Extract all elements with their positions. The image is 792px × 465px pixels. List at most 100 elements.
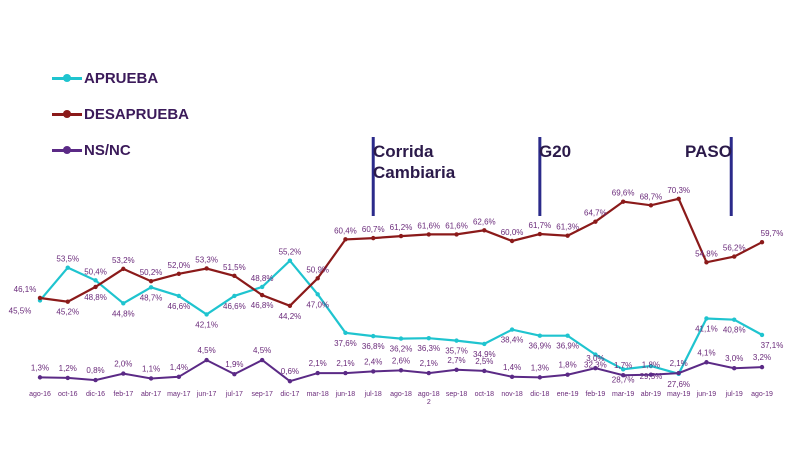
legend-label-nsnc: NS/NC [84,141,131,159]
data-label: 61,2% [390,223,413,232]
event-label: G20 [539,142,571,161]
data-point [509,238,515,244]
data-label: 50,9% [306,265,329,274]
data-point [204,312,209,317]
x-tick-label: dic-18 [530,391,549,398]
data-point [398,336,404,341]
data-point [343,237,348,242]
x-tick-label: mar-19 [612,391,634,398]
data-label: 54,8% [695,249,718,258]
data-point [343,370,348,376]
data-point [704,260,709,265]
data-label: 61,6% [445,221,468,230]
x-tick-label: oct-16 [58,391,78,398]
data-label: 61,3% [556,223,579,232]
data-label: 41,1% [695,324,718,333]
data-point [398,233,404,239]
data-point [593,366,598,371]
x-tick-label: ene-19 [557,391,579,398]
legend-item-desaprueba: DESAPRUEBA [52,104,189,124]
data-label: 35,7% [445,347,468,356]
data-point [454,338,459,343]
data-label: 37,1% [761,341,784,350]
data-point [37,295,43,301]
data-label: 55,2% [279,248,302,257]
data-label: 4,1% [697,348,715,357]
data-point [259,357,265,363]
data-label: 1,8% [642,361,660,370]
data-point [454,367,459,373]
data-point [620,367,626,372]
data-label: 50,2% [140,268,163,277]
data-label: 59,7% [761,229,784,238]
legend-label-desaprueba: DESAPRUEBA [84,105,190,123]
data-label: 68,7% [640,192,663,201]
data-label: 1,9% [225,360,243,369]
data-point [426,370,431,376]
data-point [482,368,487,374]
x-tick-label: ago-16 [29,391,51,398]
data-label: 4,5% [253,346,271,355]
data-point [148,285,154,290]
data-point [704,360,709,365]
data-label: 51,5% [223,263,246,272]
data-label: 48,7% [140,293,163,302]
data-point [426,335,431,341]
x-tick-label: jun-17 [196,391,217,398]
data-label: 42,1% [195,320,218,329]
data-point [121,301,126,306]
data-label: 46,1% [14,285,37,294]
data-label: 27,6% [667,380,690,389]
data-point [648,363,654,369]
data-label: 36,9% [529,342,552,351]
event-label: Corrida [373,142,434,161]
x-tick-label: abr-17 [141,391,161,398]
data-point [426,232,431,237]
data-point [121,266,126,272]
data-point [482,341,487,347]
data-label: 44,2% [279,312,302,321]
data-label: 46,8% [251,301,274,310]
data-label: 48,8% [251,274,274,283]
data-label: 60,7% [362,225,385,234]
data-label: 36,2% [390,345,413,354]
data-label: 0,6% [281,367,299,376]
data-point [676,196,681,201]
data-point [65,375,70,381]
data-point [620,373,626,378]
data-point [732,366,737,371]
data-point [259,292,265,298]
data-label: 46,6% [223,302,246,311]
x-tick-label: ago-19 [751,391,773,398]
data-label: 36,9% [556,342,579,351]
data-point [232,273,237,279]
data-label: 38,4% [501,336,524,345]
data-point [565,372,570,377]
data-label: 1,1% [142,364,160,373]
data-label: 2,7% [447,356,465,365]
data-point [454,232,459,237]
data-label: 3,0% [586,354,604,363]
x-tick-label: dic-16 [86,391,105,398]
data-point [287,258,293,263]
x-tick-label: nov-18 [501,391,523,398]
data-point [482,228,487,233]
data-label: 2,1% [336,359,354,368]
data-label: 60,0% [501,228,524,237]
data-label: 2,1% [309,359,327,368]
data-label: 50,4% [84,267,107,276]
data-point [176,293,182,299]
data-point [148,376,154,381]
x-tick-label: jun-18 [335,391,356,398]
data-label: 3,0% [725,354,743,363]
legend-label-aprueba: APRUEBA [84,69,159,87]
x-tick-label: may-19 [667,391,690,398]
data-label: 2,6% [392,356,410,365]
data-point [593,352,598,357]
data-label: 40,8% [723,326,746,335]
x-tick-label: may-17 [167,391,190,398]
data-point [759,332,765,338]
data-point [93,278,98,283]
data-label: 61,6% [417,221,440,230]
data-point [232,371,237,377]
